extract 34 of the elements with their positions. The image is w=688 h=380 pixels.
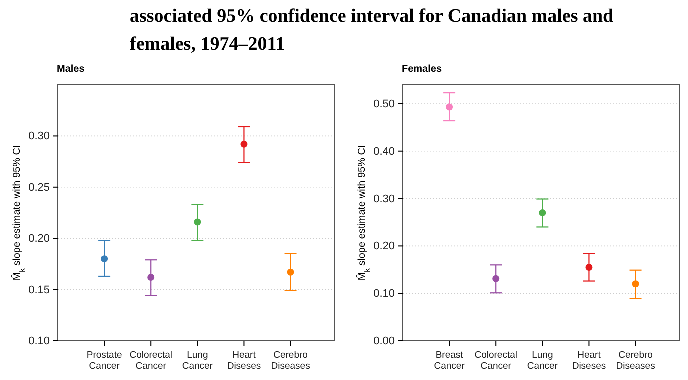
point (446, 104, 454, 111)
x-tick-label: Colorectal Cancer (130, 350, 172, 372)
point (492, 275, 500, 282)
y-tick-label: 0.50 (374, 98, 395, 110)
text: associated 95% confidence interval for Canadian males and females, 1974–2011 (130, 6, 614, 55)
y-tick-label: 0.10 (374, 288, 395, 300)
x-tick-label: Prostate Cancer (86, 350, 122, 372)
point (101, 256, 108, 263)
y-tick-label: 0.10 (28, 336, 50, 348)
y-tick-label: 0.20 (28, 233, 50, 246)
point (194, 218, 202, 226)
x-tick-label: Breast Cancer (434, 350, 465, 372)
x-tick-label: Cerebro Diseases (616, 350, 656, 372)
point (632, 280, 640, 288)
point (586, 264, 593, 272)
y-tick-label: 0.20 (374, 240, 395, 253)
x-tick-label: Heart Diseses (227, 350, 262, 372)
y-tick-label: 0.30 (28, 130, 50, 143)
point (287, 268, 294, 276)
x-tick-label: Colorectal Cancer (474, 350, 518, 372)
y-tick-label: 0.40 (374, 146, 395, 158)
point (148, 274, 155, 282)
x-tick-label: Lung Cancer (182, 350, 213, 372)
x-tick-label: Heart Diseses (572, 350, 606, 372)
x-tick-label: Lung Cancer (527, 350, 558, 372)
point (240, 140, 248, 148)
chart-title: Females (402, 64, 442, 75)
point (539, 210, 546, 216)
x-tick-label: Cerebro Diseases (271, 350, 311, 372)
y-tick-label: 0.15 (28, 284, 50, 296)
y-tick-label: 0.25 (28, 182, 50, 194)
y-tick-label: 0.30 (374, 193, 395, 206)
chart-title: Males (57, 64, 86, 75)
y-tick-label: 0.00 (374, 336, 395, 348)
